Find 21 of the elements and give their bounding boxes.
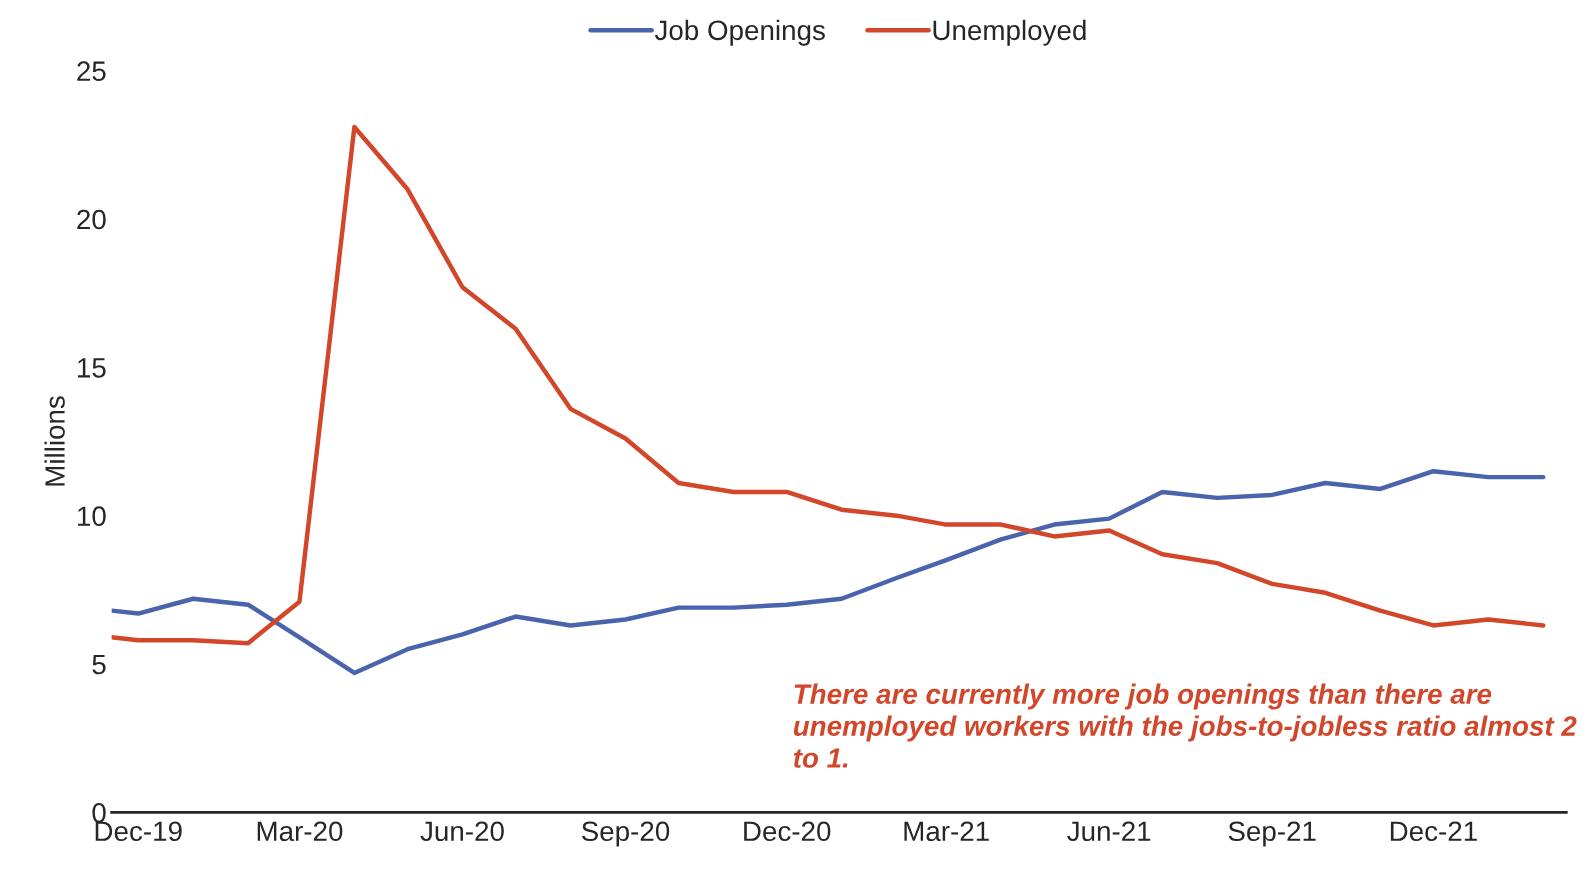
x-tick-label: Dec-21 <box>1390 821 1477 842</box>
annotation: There are currently more job openings than there are unemployed workers with the jobs-to-jobless ratio almost 2 to 1. <box>793 683 1577 768</box>
legend-label: Unemployed <box>933 19 1086 46</box>
x-tick-label: Jun-20 <box>420 821 504 842</box>
x-tick-label: Dec-19 <box>95 821 182 842</box>
legend-label: Job Openings <box>654 19 825 46</box>
line-series <box>111 124 1546 646</box>
line-series <box>111 468 1546 676</box>
y-tick-label: 25 <box>77 61 106 81</box>
x-tick-label: Sep-21 <box>1228 821 1316 847</box>
x-tick-label: Dec-20 <box>744 821 831 842</box>
y-tick-label: 5 <box>92 654 106 675</box>
x-tick-label: Jun-21 <box>1067 821 1151 842</box>
y-tick-label: 15 <box>78 358 106 378</box>
x-tick-label: Mar-21 <box>904 821 989 842</box>
y-axis-title: Millions <box>44 396 65 486</box>
x-tick-label: Mar-20 <box>257 821 343 842</box>
y-tick-label: 10 <box>78 506 106 527</box>
x-tick-label: Sep-20 <box>581 821 670 847</box>
y-tick-label: 0 <box>92 803 106 823</box>
y-tick-label: 20 <box>77 209 106 230</box>
